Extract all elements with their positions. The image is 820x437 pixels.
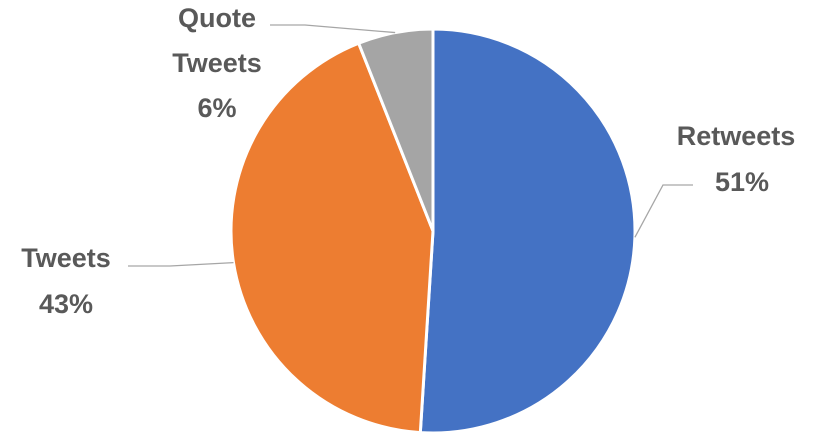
pie-slice-retweets bbox=[418, 27, 637, 435]
data-label-tweets: Tweets bbox=[21, 243, 111, 273]
pie-slice-tweets bbox=[229, 41, 435, 435]
leader-lines-layer bbox=[128, 24, 693, 267]
data-labels-layer: Retweets 51% Tweets 43% Quote Tweets 6% bbox=[21, 3, 795, 319]
leader-line-tweets bbox=[128, 261, 234, 267]
slices-layer bbox=[229, 27, 637, 435]
data-label-quote-tweets-line2: Tweets bbox=[172, 48, 262, 78]
data-label-quote-tweets-line1: Quote bbox=[178, 3, 256, 33]
leader-line-retweets bbox=[634, 184, 693, 238]
leader-line-quote-tweets bbox=[270, 24, 396, 34]
data-label-retweets-percent: 51% bbox=[715, 167, 769, 197]
pie-slice-quote-tweets bbox=[357, 27, 435, 233]
data-label-quote-tweets-percent: 6% bbox=[197, 93, 236, 123]
data-label-tweets-percent: 43% bbox=[39, 289, 93, 319]
data-label-retweets: Retweets bbox=[677, 121, 796, 151]
